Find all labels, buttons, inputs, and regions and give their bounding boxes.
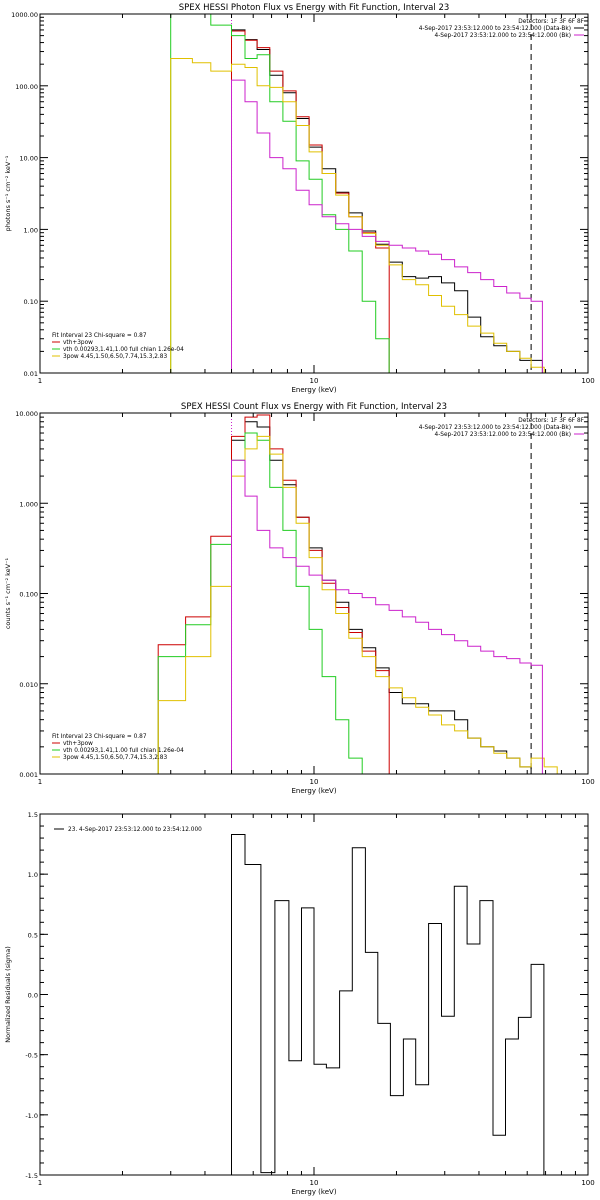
legend-entry: vth+3pow	[63, 741, 93, 747]
series-1-line	[157, 414, 390, 774]
y-tick-label: -0.5	[25, 1052, 38, 1060]
legend-entry: Detectors: 1F 3F 6F 8F	[518, 19, 584, 25]
y-tick-label: 1.000	[19, 500, 38, 508]
series-3-line	[170, 58, 558, 373]
y-axis-label: Normalized Residuals (sigma)	[4, 946, 12, 1043]
x-axis-label: Energy (keV)	[291, 1188, 336, 1196]
x-tick-label: 100	[581, 1179, 594, 1187]
legend-entry: vth 0.00293,1.41,1.00 full chian 1.26e-0…	[63, 347, 184, 353]
legend-entry: 3pow 4.45,1.50,6.50,7.74,15.3,2.83	[63, 354, 167, 360]
series-4-line	[231, 459, 543, 774]
legend-entry: 4-Sep-2017 23:53:12.000 to 23:54:12.000 …	[435, 33, 571, 39]
series-0-line	[231, 834, 545, 1175]
y-axis-label: counts s⁻¹ cm⁻² keV⁻¹	[4, 557, 12, 629]
x-tick-label: 10	[310, 778, 319, 786]
plot-frame	[39, 13, 589, 374]
series-0-line	[231, 421, 543, 774]
y-tick-label: 0.010	[19, 681, 38, 689]
x-tick-label: 10	[310, 1179, 319, 1187]
series-3-line	[157, 435, 571, 774]
x-tick-label: 10	[310, 377, 319, 385]
y-axis-label: photons s⁻¹ cm⁻² keV⁻¹	[4, 155, 12, 231]
legend-header: Fit Interval 23 Chi-square = 0.87	[52, 734, 147, 740]
y-tick-label: 0.0	[28, 992, 38, 1000]
y-tick-label: 0.100	[19, 591, 38, 599]
chart-panel-1: SPEX HESSI Photon Flux vs Energy with Fi…	[4, 3, 595, 394]
y-tick-label: -1.0	[25, 1112, 38, 1120]
y-tick-label: -1.5	[25, 1172, 38, 1180]
y-tick-label: 0.001	[19, 771, 38, 779]
y-tick-label: 1.00	[24, 226, 38, 234]
series-2-line	[170, 14, 403, 373]
y-tick-label: 10.000	[15, 410, 38, 418]
series-0-line	[231, 29, 543, 373]
y-tick-label: 0.10	[24, 298, 38, 306]
chart-title: SPEX HESSI Photon Flux vs Energy with Fi…	[179, 3, 450, 13]
legend-entry: Detectors: 1F 3F 6F 8F	[518, 418, 584, 424]
legend-entry: 4-Sep-2017 23:53:12.000 to 23:54:12.000 …	[419, 26, 571, 32]
chart-panel-2: SPEX HESSI Count Flux vs Energy with Fit…	[4, 402, 595, 795]
x-tick-label: 1	[38, 778, 42, 786]
legend-entry: 4-Sep-2017 23:53:12.000 to 23:54:12.000 …	[435, 432, 571, 438]
x-axis-label: Energy (keV)	[291, 386, 336, 394]
series-4-line	[231, 79, 543, 373]
y-tick-label: 10.00	[19, 155, 38, 163]
x-tick-label: 1	[38, 1179, 42, 1187]
y-tick-label: 1.5	[28, 811, 38, 819]
legend-entry: vth+3pow	[63, 340, 93, 346]
y-tick-label: 100.00	[15, 83, 38, 91]
chart-panel-3: 1 10 100 Energy (keV) 1.5 1.0 0.5 0.0 -0.5 -1.0 -1…	[4, 811, 595, 1196]
series-2-line	[157, 432, 376, 774]
x-tick-label: 1	[38, 377, 42, 385]
legend-entry: 3pow 4.45,1.50,6.50,7.74,15.3,2.83	[63, 755, 167, 761]
legend-entry: vth 0.00293,1.41,1.00 full chian 1.26e-0…	[63, 748, 184, 754]
y-tick-label: 1.0	[28, 871, 38, 879]
x-axis-label: Energy (keV)	[291, 787, 336, 795]
y-tick-label: 1000.00	[11, 11, 38, 19]
y-tick-label: 0.01	[24, 370, 38, 378]
chart-title: SPEX HESSI Count Flux vs Energy with Fit…	[181, 402, 447, 412]
legend-entry: 4-Sep-2017 23:53:12.000 to 23:54:12.000 …	[419, 425, 571, 431]
legend-entry: 23. 4-Sep-2017 23:53:12.000 to 23:54:12.…	[68, 827, 202, 833]
x-tick-label: 100	[581, 377, 594, 385]
x-tick-label: 100	[581, 778, 594, 786]
y-tick-label: 0.5	[28, 931, 38, 939]
legend-header: Fit Interval 23 Chi-square = 0.87	[52, 333, 147, 339]
series-1-line	[231, 30, 390, 373]
plot-frame	[39, 412, 589, 775]
